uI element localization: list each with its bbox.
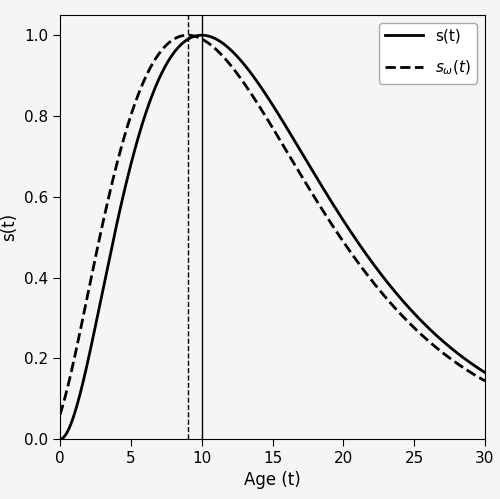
Line: $s_\omega(t)$: $s_\omega(t)$ bbox=[60, 35, 485, 415]
s(t) bbox=[470, 362, 476, 368]
$s_\omega(t)$ bbox=[184, 32, 190, 38]
s(t) bbox=[482, 370, 488, 376]
$s_\omega(t)$ bbox=[470, 371, 476, 377]
s(t) bbox=[57, 436, 63, 442]
$s_\omega(t)$ bbox=[252, 97, 258, 103]
s(t) bbox=[392, 288, 398, 294]
Line: s(t): s(t) bbox=[60, 35, 485, 439]
$s_\omega(t)$ bbox=[470, 371, 476, 377]
$s_\omega(t)$ bbox=[78, 321, 84, 327]
$s_\omega(t)$ bbox=[392, 305, 398, 311]
Y-axis label: s(t): s(t) bbox=[0, 213, 18, 241]
s(t) bbox=[78, 385, 84, 391]
Legend: s(t), $s_\omega(t)$: s(t), $s_\omega(t)$ bbox=[379, 22, 478, 83]
$s_\omega(t)$ bbox=[264, 115, 270, 121]
$s_\omega(t)$ bbox=[482, 378, 488, 384]
s(t) bbox=[470, 361, 476, 367]
s(t) bbox=[252, 76, 258, 82]
s(t) bbox=[264, 93, 270, 99]
s(t) bbox=[198, 32, 204, 38]
X-axis label: Age (t): Age (t) bbox=[244, 472, 301, 490]
$s_\omega(t)$ bbox=[57, 412, 63, 418]
